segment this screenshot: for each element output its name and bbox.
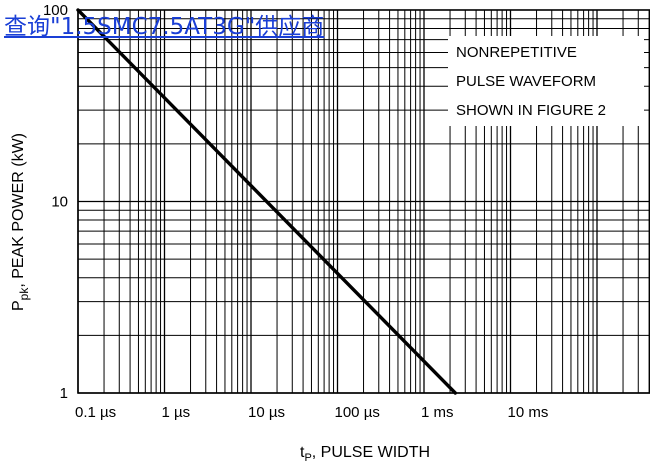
y-tick-label: 10 [51, 194, 68, 211]
x-tick-label: 10 µs [248, 404, 285, 421]
y-axis-title: Ppk, PEAK POWER (kW) [10, 133, 31, 311]
annotation-line-2: PULSE WAVEFORM [456, 73, 596, 90]
annotation-box [448, 36, 644, 126]
y-axis-title-main: P [10, 300, 27, 311]
y-tick-label: 1 [60, 385, 68, 402]
y-axis-title-rest: , PEAK POWER (kW) [10, 133, 27, 288]
x-tick-label: 100 µs [335, 404, 380, 421]
annotation-line-1: NONREPETITIVE [456, 44, 577, 61]
x-axis-title: tP, PULSE WIDTH [300, 444, 430, 464]
supplier-search-link[interactable]: 查询"1.5SMC7.5AT3G"供应商 [4, 14, 325, 40]
x-tick-label: 1 ms [421, 404, 454, 421]
x-axis-title-sub: P [304, 452, 311, 464]
series-line-peak-power [76, 8, 457, 395]
x-axis-title-main: t [300, 444, 305, 461]
x-axis-title-rest: , PULSE WIDTH [312, 444, 430, 461]
x-tick-label: 10 ms [508, 404, 549, 421]
tick-labels: 0.1 µs 1 µs 10 µs 100 µs 1 ms 10 ms 1 10 100 [43, 2, 548, 421]
series-layer [76, 8, 457, 395]
y-axis-title-sub: pk [17, 287, 31, 301]
grid [77, 10, 650, 394]
y-tick-label: 100 [43, 2, 68, 19]
plot-frame [77, 9, 650, 394]
x-tick-label: 1 µs [162, 404, 191, 421]
annotation-line-3: SHOWN IN FIGURE 2 [456, 102, 606, 119]
x-tick-label: 0.1 µs [75, 404, 116, 421]
